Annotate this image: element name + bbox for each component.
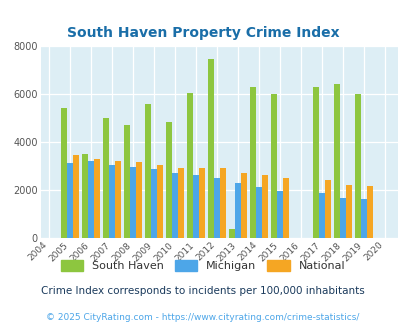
Bar xyxy=(271,94,277,238)
Bar xyxy=(229,229,234,238)
Bar xyxy=(234,182,241,238)
Bar xyxy=(109,165,115,238)
Bar xyxy=(262,176,267,238)
Bar xyxy=(178,168,183,238)
Bar xyxy=(339,198,345,238)
Bar xyxy=(250,87,256,238)
Bar xyxy=(82,154,88,238)
Bar xyxy=(61,108,67,238)
Bar xyxy=(73,155,79,238)
Bar xyxy=(94,159,100,238)
Bar xyxy=(103,118,109,238)
Bar xyxy=(354,94,360,238)
Bar xyxy=(157,165,162,238)
Bar xyxy=(282,178,288,238)
Bar xyxy=(151,169,157,238)
Bar xyxy=(187,93,193,238)
Bar xyxy=(124,125,130,238)
Bar xyxy=(166,121,172,238)
Bar xyxy=(208,59,214,238)
Bar xyxy=(172,173,178,238)
Bar xyxy=(366,186,372,238)
Bar xyxy=(145,104,151,238)
Bar xyxy=(130,167,136,238)
Bar xyxy=(241,173,246,238)
Bar xyxy=(136,162,142,238)
Bar xyxy=(345,185,351,238)
Legend: South Haven, Michigan, National: South Haven, Michigan, National xyxy=(58,256,347,275)
Bar xyxy=(256,187,262,238)
Bar xyxy=(220,168,226,238)
Text: © 2025 CityRating.com - https://www.cityrating.com/crime-statistics/: © 2025 CityRating.com - https://www.city… xyxy=(46,313,359,322)
Bar xyxy=(214,178,220,238)
Bar xyxy=(198,168,205,238)
Text: South Haven Property Crime Index: South Haven Property Crime Index xyxy=(66,26,339,40)
Text: Crime Index corresponds to incidents per 100,000 inhabitants: Crime Index corresponds to incidents per… xyxy=(41,286,364,296)
Bar xyxy=(88,161,94,238)
Bar xyxy=(115,161,121,238)
Bar xyxy=(334,84,339,238)
Bar xyxy=(313,87,318,238)
Bar xyxy=(277,191,282,238)
Bar xyxy=(324,180,330,238)
Bar xyxy=(67,163,73,238)
Bar xyxy=(360,199,366,238)
Bar xyxy=(318,193,324,238)
Bar xyxy=(193,176,198,238)
